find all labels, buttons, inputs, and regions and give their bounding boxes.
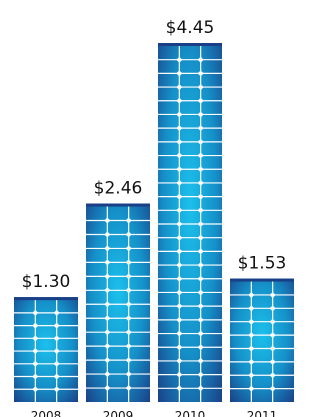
bar-rim bbox=[14, 297, 78, 300]
value-label: $1.53 bbox=[238, 254, 287, 274]
chart: $1.30 2008 $2.46 2009 $4.45 2010 $1.53 2011 bbox=[0, 0, 294, 417]
bar-rim bbox=[158, 43, 222, 46]
bar-rim bbox=[86, 204, 150, 207]
value-label: $1.30 bbox=[22, 272, 71, 292]
bar bbox=[86, 204, 150, 402]
bar bbox=[158, 43, 222, 402]
value-label: $2.46 bbox=[94, 179, 143, 199]
x-tick-label: 2008 bbox=[31, 409, 62, 417]
x-tick-label: 2009 bbox=[103, 409, 134, 417]
bar bbox=[230, 279, 294, 402]
bar-rim bbox=[230, 279, 294, 282]
value-label: $4.45 bbox=[166, 18, 215, 38]
x-tick-label: 2010 bbox=[175, 409, 206, 417]
x-tick-label: 2011 bbox=[247, 409, 278, 417]
